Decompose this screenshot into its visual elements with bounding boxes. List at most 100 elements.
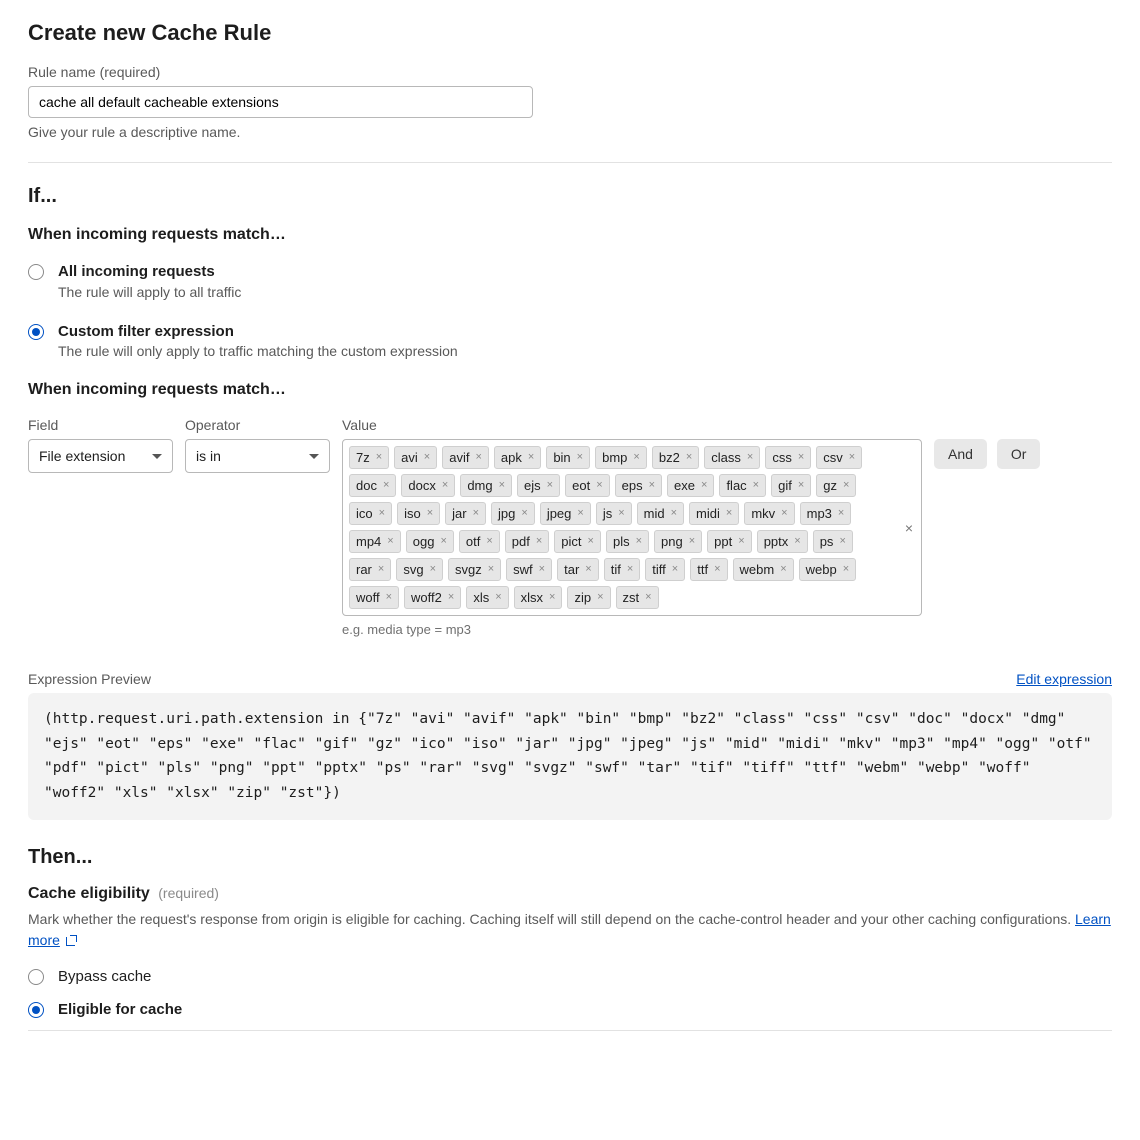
value-tag[interactable]: zst× (616, 586, 659, 609)
remove-tag-icon[interactable]: × (379, 508, 385, 519)
value-tag[interactable]: js× (596, 502, 632, 525)
value-tag[interactable]: css× (765, 446, 811, 469)
value-tag[interactable]: otf× (459, 530, 500, 553)
value-tag[interactable]: svg× (396, 558, 443, 581)
value-tag[interactable]: mp4× (349, 530, 401, 553)
remove-tag-icon[interactable]: × (495, 592, 501, 603)
value-tag[interactable]: gif× (771, 474, 811, 497)
remove-tag-icon[interactable]: × (473, 508, 479, 519)
value-tag[interactable]: jar× (445, 502, 486, 525)
remove-tag-icon[interactable]: × (843, 480, 849, 491)
value-tag[interactable]: ttf× (690, 558, 727, 581)
remove-tag-icon[interactable]: × (726, 508, 732, 519)
remove-tag-icon[interactable]: × (701, 480, 707, 491)
remove-tag-icon[interactable]: × (753, 480, 759, 491)
remove-tag-icon[interactable]: × (686, 452, 692, 463)
field-select[interactable]: File extension (28, 439, 173, 473)
value-tag[interactable]: tar× (557, 558, 599, 581)
value-tag[interactable]: tiff× (645, 558, 685, 581)
value-tag[interactable]: pls× (606, 530, 649, 553)
value-tag[interactable]: ejs× (517, 474, 560, 497)
remove-tag-icon[interactable]: × (577, 508, 583, 519)
value-tag[interactable]: class× (704, 446, 760, 469)
or-button[interactable]: Or (997, 439, 1041, 469)
remove-tag-icon[interactable]: × (430, 564, 436, 575)
remove-tag-icon[interactable]: × (596, 480, 602, 491)
remove-tag-icon[interactable]: × (781, 508, 787, 519)
and-button[interactable]: And (934, 439, 987, 469)
remove-tag-icon[interactable]: × (427, 508, 433, 519)
value-tag[interactable]: bz2× (652, 446, 699, 469)
value-tag[interactable]: doc× (349, 474, 396, 497)
radio-all-requests[interactable]: All incoming requests The rule will appl… (28, 262, 1112, 300)
value-tag[interactable]: woff2× (404, 586, 461, 609)
remove-tag-icon[interactable]: × (383, 480, 389, 491)
remove-tag-icon[interactable]: × (636, 536, 642, 547)
value-tag[interactable]: ico× (349, 502, 392, 525)
rule-name-input[interactable] (28, 86, 533, 118)
value-tag[interactable]: pptx× (757, 530, 808, 553)
remove-tag-icon[interactable]: × (442, 480, 448, 491)
remove-tag-icon[interactable]: × (645, 592, 651, 603)
value-tag[interactable]: ppt× (707, 530, 752, 553)
remove-tag-icon[interactable]: × (649, 480, 655, 491)
value-tag[interactable]: tif× (604, 558, 641, 581)
radio-bypass-cache[interactable]: Bypass cache (28, 967, 1112, 987)
remove-tag-icon[interactable]: × (387, 536, 393, 547)
remove-tag-icon[interactable]: × (521, 508, 527, 519)
remove-tag-icon[interactable]: × (528, 452, 534, 463)
remove-tag-icon[interactable]: × (577, 452, 583, 463)
remove-tag-icon[interactable]: × (839, 536, 845, 547)
value-tag[interactable]: avi× (394, 446, 437, 469)
remove-tag-icon[interactable]: × (488, 564, 494, 575)
value-tag[interactable]: rar× (349, 558, 391, 581)
value-tag[interactable]: eot× (565, 474, 610, 497)
value-tag[interactable]: pict× (554, 530, 601, 553)
value-tag[interactable]: jpeg× (540, 502, 591, 525)
remove-tag-icon[interactable]: × (386, 592, 392, 603)
remove-tag-icon[interactable]: × (672, 564, 678, 575)
value-tag[interactable]: jpg× (491, 502, 535, 525)
value-tag[interactable]: exe× (667, 474, 714, 497)
remove-tag-icon[interactable]: × (627, 564, 633, 575)
value-tag[interactable]: svgz× (448, 558, 501, 581)
remove-tag-icon[interactable]: × (633, 452, 639, 463)
remove-tag-icon[interactable]: × (671, 508, 677, 519)
remove-tag-icon[interactable]: × (838, 508, 844, 519)
remove-tag-icon[interactable]: × (780, 564, 786, 575)
value-tag[interactable]: bmp× (595, 446, 647, 469)
value-tag[interactable]: png× (654, 530, 702, 553)
value-tag[interactable]: mid× (637, 502, 684, 525)
remove-tag-icon[interactable]: × (549, 592, 555, 603)
remove-tag-icon[interactable]: × (536, 536, 542, 547)
remove-tag-icon[interactable]: × (849, 452, 855, 463)
remove-tag-icon[interactable]: × (588, 536, 594, 547)
value-tag[interactable]: xls× (466, 586, 508, 609)
value-tag[interactable]: webp× (799, 558, 857, 581)
remove-tag-icon[interactable]: × (448, 592, 454, 603)
remove-tag-icon[interactable]: × (597, 592, 603, 603)
remove-tag-icon[interactable]: × (547, 480, 553, 491)
value-tag[interactable]: pdf× (505, 530, 550, 553)
value-tag[interactable]: flac× (719, 474, 766, 497)
value-tag[interactable]: dmg× (460, 474, 512, 497)
remove-tag-icon[interactable]: × (794, 536, 800, 547)
value-tag[interactable]: midi× (689, 502, 739, 525)
value-tags-input[interactable]: 7z×avi×avif×apk×bin×bmp×bz2×class×css×cs… (342, 439, 922, 616)
remove-tag-icon[interactable]: × (843, 564, 849, 575)
remove-tag-icon[interactable]: × (798, 452, 804, 463)
value-tag[interactable]: zip× (567, 586, 610, 609)
value-tag[interactable]: gz× (816, 474, 856, 497)
value-tag[interactable]: webm× (733, 558, 794, 581)
value-tag[interactable]: bin× (546, 446, 590, 469)
remove-tag-icon[interactable]: × (585, 564, 591, 575)
value-tag[interactable]: mkv× (744, 502, 794, 525)
remove-tag-icon[interactable]: × (747, 452, 753, 463)
value-tag[interactable]: woff× (349, 586, 399, 609)
remove-tag-icon[interactable]: × (475, 452, 481, 463)
value-tag[interactable]: swf× (506, 558, 552, 581)
radio-eligible-cache[interactable]: Eligible for cache (28, 1000, 1112, 1020)
remove-tag-icon[interactable]: × (440, 536, 446, 547)
remove-tag-icon[interactable]: × (689, 536, 695, 547)
value-tag[interactable]: xlsx× (514, 586, 563, 609)
